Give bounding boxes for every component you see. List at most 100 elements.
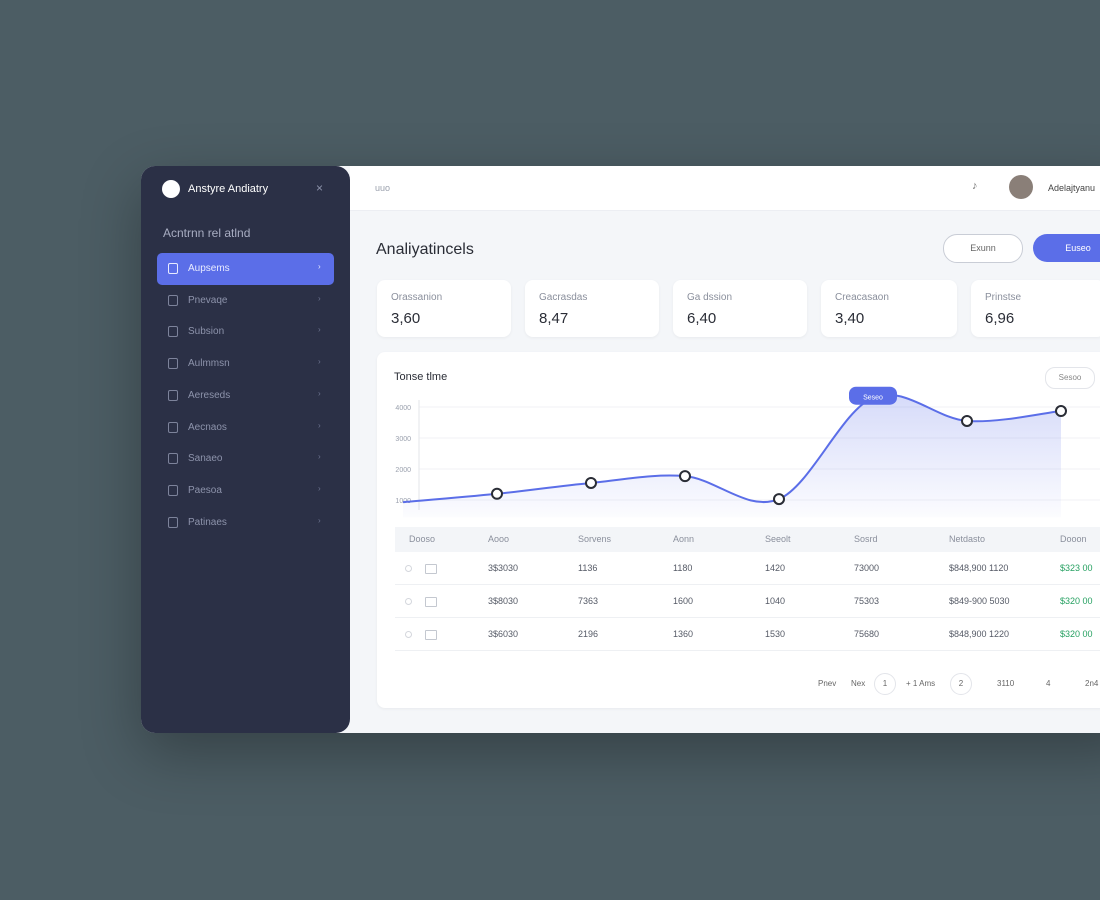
table-header-cell: Netdasto <box>949 534 986 544</box>
table-cell: 3$6030 <box>488 629 519 639</box>
table-cell: $849-900 5030 <box>949 596 1010 606</box>
table-cell: 1600 <box>673 596 694 606</box>
page-item[interactable]: 2 <box>950 673 972 695</box>
nav-item[interactable]: Patinaes <box>188 516 227 528</box>
page-item[interactable]: 4 <box>1046 679 1051 688</box>
stat-card <box>377 280 511 337</box>
table-cell: 75303 <box>854 596 880 606</box>
stat-label: Prinstse <box>985 292 1022 303</box>
tooltip-label: Seseo <box>863 395 883 402</box>
row-radio[interactable] <box>405 565 412 572</box>
table-cell: 1360 <box>673 629 694 639</box>
nav-chevron: › <box>318 357 321 367</box>
row-checkbox[interactable] <box>425 597 437 607</box>
breadcrumb: uuo <box>375 183 391 193</box>
page-item[interactable]: 1 <box>874 673 896 695</box>
page-item[interactable]: Nex <box>851 679 866 688</box>
nav-item[interactable]: Aecnaos <box>188 421 227 433</box>
chart-filter[interactable]: Sesoo <box>1045 367 1095 389</box>
notify-icon[interactable]: ♪ <box>972 180 978 192</box>
table-cell: 3$8030 <box>488 596 519 606</box>
table-cell: 1040 <box>765 596 786 606</box>
nav-item[interactable]: Aulmmsn <box>188 358 230 370</box>
table-header-cell: Dooon <box>1060 534 1087 544</box>
row-checkbox[interactable] <box>425 630 437 640</box>
table-cell: 1180 <box>673 563 693 573</box>
stat-value: 3,40 <box>835 310 865 327</box>
table-cell: 73000 <box>854 563 880 573</box>
table-cell: 2196 <box>578 629 599 639</box>
close-icon[interactable]: × <box>316 181 324 195</box>
table-header-cell: Dooso <box>409 534 436 544</box>
row-radio[interactable] <box>405 631 412 638</box>
row-checkbox[interactable] <box>425 564 437 574</box>
nav-chevron: › <box>318 420 321 430</box>
nav-chevron: › <box>318 293 321 303</box>
tooltip <box>849 386 897 405</box>
page-title: Analiyatincels <box>376 241 474 258</box>
table-header-cell: Seeolt <box>765 534 791 544</box>
stat-card <box>673 280 807 337</box>
y-tick-label: 3000 <box>395 436 411 443</box>
page-item[interactable]: 3110 <box>997 679 1015 688</box>
stat-label: Ga dssion <box>687 292 733 303</box>
table-header-cell: Aooo <box>488 534 510 544</box>
avatar[interactable] <box>1009 175 1033 199</box>
nav-chevron: › <box>318 515 321 525</box>
nav-item[interactable]: Aupsems <box>157 253 334 285</box>
line <box>402 393 1062 504</box>
point <box>1055 405 1067 418</box>
topbar <box>350 166 1100 211</box>
table-cell: 75680 <box>854 629 880 639</box>
stat-card <box>821 280 957 337</box>
row-divider <box>395 650 1100 651</box>
page-item[interactable]: + 1 Ams <box>906 679 936 688</box>
row-divider <box>395 617 1100 618</box>
nav-icon <box>168 453 178 465</box>
table-cell: 3$3030 <box>488 563 519 573</box>
nav-item[interactable]: Pnevaqe <box>188 294 228 306</box>
table-header-cell: Sosrd <box>854 534 878 544</box>
stat-card <box>525 280 659 337</box>
table-cell: $320 00 <box>1060 596 1093 606</box>
nav-item[interactable]: Sanaeo <box>188 453 223 465</box>
stat-value: 3,60 <box>391 310 421 327</box>
page-item[interactable]: 2n4 <box>1085 679 1099 688</box>
nav-icon <box>168 358 178 370</box>
table-cell: $320 00 <box>1060 629 1093 639</box>
export-button[interactable]: Exunn <box>943 234 1023 263</box>
line-area <box>403 394 1061 518</box>
table-cell: $848,900 1220 <box>949 629 1010 639</box>
point <box>773 493 785 506</box>
table-header <box>395 527 1100 552</box>
y-tick-label: 4000 <box>395 405 411 412</box>
table-header-cell: Aonn <box>673 534 695 544</box>
table-cell: 1136 <box>578 563 598 573</box>
page-item[interactable]: Pnev <box>818 679 837 688</box>
row-radio[interactable] <box>405 598 412 605</box>
nav-icon <box>168 294 178 306</box>
stat-value: 6,96 <box>985 310 1015 327</box>
table-cell: 7363 <box>578 596 599 606</box>
primary-button[interactable]: Euseo <box>1033 234 1100 262</box>
section-title: Acntrnn rel atlnd <box>163 226 251 240</box>
stat-label: Gacrasdas <box>539 292 588 303</box>
table-cell: 1420 <box>765 563 786 573</box>
point <box>491 487 503 500</box>
nav-item[interactable]: Aereseds <box>188 389 231 401</box>
nav-item[interactable]: Subsion <box>188 326 225 338</box>
logo <box>162 180 180 198</box>
nav-item[interactable]: Paesoa <box>188 484 222 496</box>
nav-icon <box>168 326 178 338</box>
table-cell: $323 00 <box>1060 563 1093 573</box>
point <box>679 470 691 483</box>
nav-icon <box>168 421 178 433</box>
chart-title: Tonse tlme <box>394 371 448 383</box>
nav-icon <box>168 389 178 401</box>
nav-icon <box>168 484 178 496</box>
nav-icon <box>168 263 178 274</box>
stat-value: 8,47 <box>539 310 569 327</box>
nav-icon <box>168 516 178 528</box>
